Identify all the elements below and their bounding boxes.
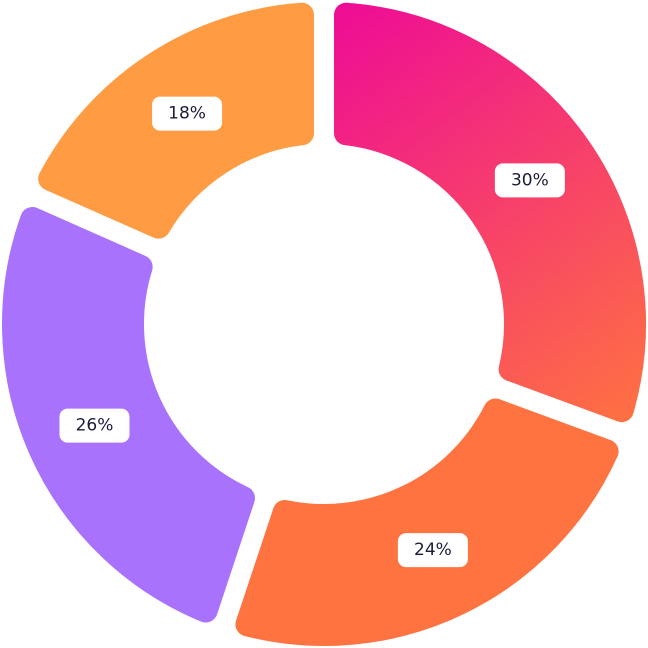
label-box <box>59 408 130 443</box>
value-label: 30% <box>511 170 549 190</box>
value-label: 24% <box>414 540 452 560</box>
label-box <box>494 163 565 198</box>
donut-segment <box>334 2 646 423</box>
donut-segment <box>235 398 619 646</box>
label-box <box>397 533 468 568</box>
value-label: 26% <box>76 416 114 436</box>
label-box <box>152 96 223 131</box>
value-label: 18% <box>168 104 206 124</box>
